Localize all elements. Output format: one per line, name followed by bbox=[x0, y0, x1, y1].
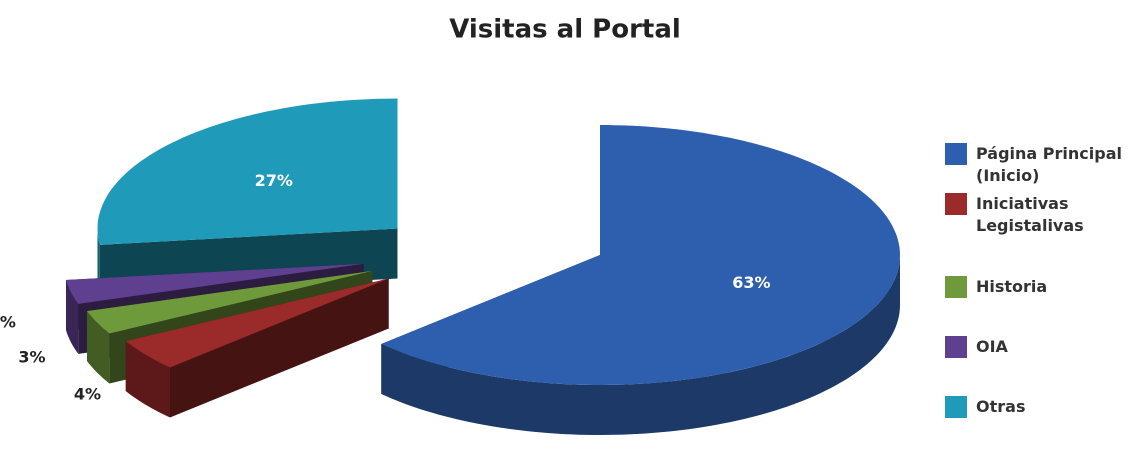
data-label: 4% bbox=[74, 385, 101, 404]
slice-side bbox=[125, 278, 389, 392]
slice-top bbox=[97, 98, 398, 245]
data-label: 3% bbox=[0, 312, 16, 331]
legend-swatch bbox=[945, 336, 967, 358]
data-label: 63% bbox=[732, 273, 770, 292]
slice-wall bbox=[381, 255, 900, 435]
legend-swatch bbox=[945, 143, 967, 165]
chart-title: Visitas al Portal bbox=[449, 15, 681, 45]
slice-wall bbox=[66, 280, 79, 354]
legend-item: Otras bbox=[945, 396, 1126, 418]
legend-item: Página Principal (Inicio) bbox=[945, 143, 1126, 187]
legend-label: Otras bbox=[976, 397, 1026, 416]
legend-label: Iniciativas Legistalivas bbox=[976, 194, 1084, 235]
slice bbox=[381, 125, 900, 435]
legend-swatch bbox=[945, 193, 967, 215]
legend-item: Iniciativas Legistalivas bbox=[945, 193, 1126, 237]
slice-top bbox=[87, 270, 373, 334]
legend-item: OIA bbox=[945, 336, 1126, 358]
slice bbox=[125, 278, 389, 418]
legend-swatch bbox=[945, 396, 967, 418]
slice-wall bbox=[87, 311, 110, 384]
legend-swatch bbox=[945, 276, 967, 298]
legend-label: Historia bbox=[976, 277, 1048, 296]
slice-wall bbox=[125, 341, 170, 418]
slice-top bbox=[381, 125, 900, 385]
slice-top bbox=[66, 263, 364, 304]
legend-label: Página Principal (Inicio) bbox=[976, 144, 1122, 185]
slice-top bbox=[125, 278, 389, 368]
legend-item: Historia bbox=[945, 276, 1126, 298]
data-label: 27% bbox=[255, 171, 293, 190]
legend-label: OIA bbox=[976, 337, 1008, 356]
data-label: 3% bbox=[18, 347, 45, 366]
